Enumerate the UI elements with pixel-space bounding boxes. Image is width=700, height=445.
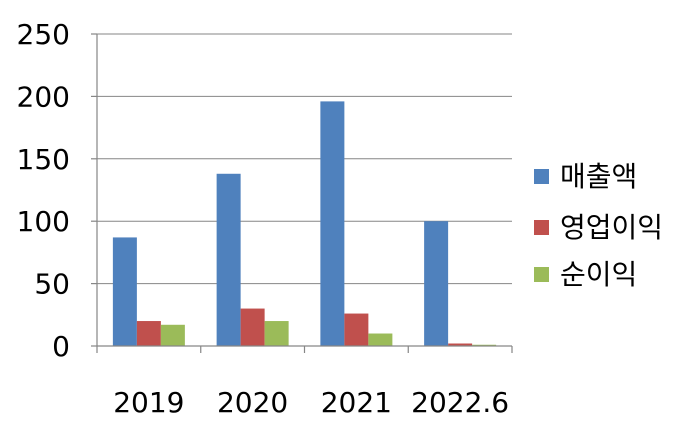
legend-swatch (534, 169, 549, 184)
x-tick-label: 2022.6 (411, 386, 509, 419)
x-tick-label: 2020 (217, 386, 288, 419)
legend-swatch (534, 267, 549, 282)
legend-label: 영업이익 (560, 211, 663, 244)
bar-1-2020 (216, 173, 241, 346)
gridlines (91, 33, 513, 353)
legend-swatch (534, 220, 549, 235)
y-tick-label: 250 (17, 18, 70, 51)
y-tick-label: 50 (34, 268, 70, 301)
bar-3-2022.6 (472, 344, 497, 346)
y-tick-label: 100 (17, 205, 70, 238)
bar-3-2019 (160, 324, 185, 346)
y-tick-labels: 0 50 100 150 200 250 (17, 18, 70, 363)
bar-3-2021 (368, 333, 393, 346)
y-tick-label: 0 (52, 330, 70, 363)
bar-2-2021 (344, 313, 369, 346)
bars (112, 101, 497, 346)
legend-label: 매출액 (560, 160, 637, 193)
bar-2-2022.6 (448, 343, 473, 346)
bar-2-2019 (136, 321, 161, 346)
axes (96, 34, 512, 347)
bar-3-2020 (264, 321, 289, 346)
x-tick-label: 2021 (321, 386, 392, 419)
bar-1-2022.6 (424, 221, 449, 346)
legend-label: 순이익 (560, 258, 637, 291)
bar-1-2021 (320, 101, 345, 346)
bar-2-2020 (240, 308, 265, 346)
x-tick-label: 2019 (113, 386, 184, 419)
bar-1-2019 (112, 237, 137, 346)
y-tick-label: 150 (17, 143, 70, 176)
x-tick-labels: 2019 2020 2021 2022.6 (113, 386, 509, 419)
y-tick-label: 200 (17, 80, 70, 113)
